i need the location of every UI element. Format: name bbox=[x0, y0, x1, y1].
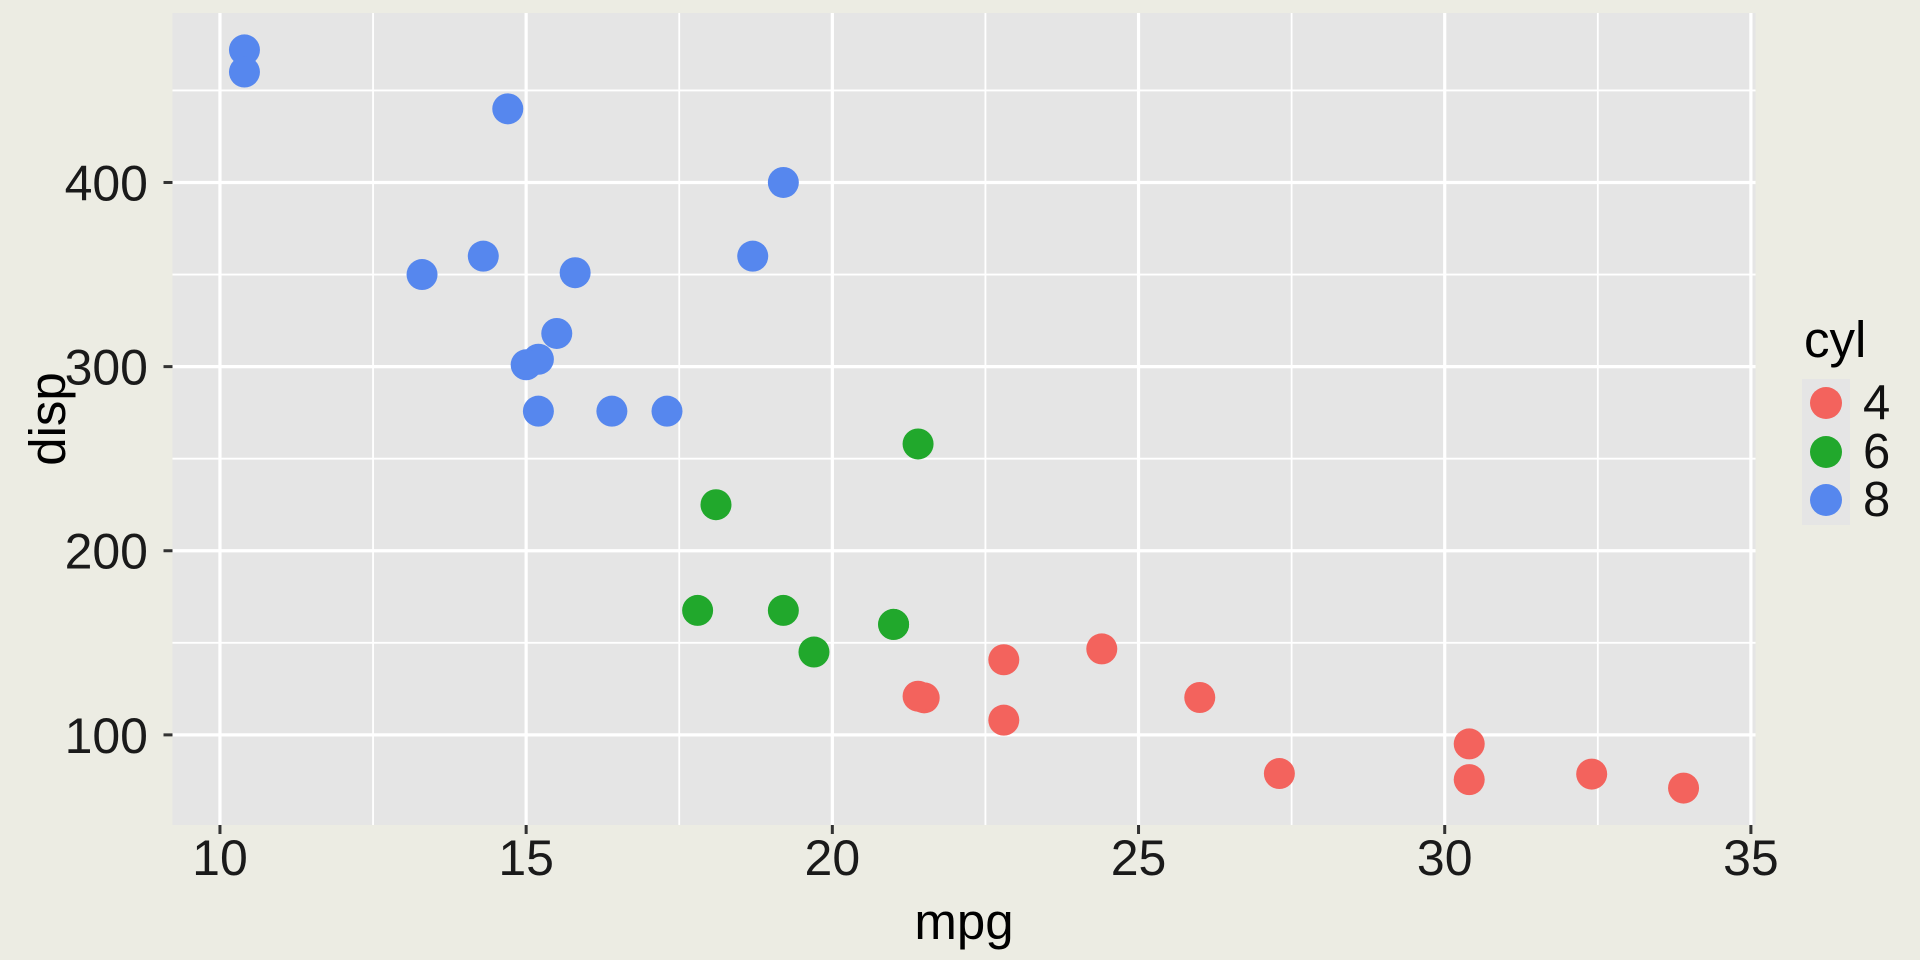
legend-label: 4 bbox=[1863, 376, 1891, 431]
data-point-cyl-8 bbox=[406, 259, 438, 291]
x-tick-label: 10 bbox=[192, 830, 248, 886]
x-axis-title: mpg bbox=[914, 893, 1014, 950]
legend-dot-icon bbox=[1810, 387, 1842, 420]
data-point-cyl-4 bbox=[988, 644, 1020, 676]
data-point-cyl-8 bbox=[737, 240, 769, 272]
data-point-cyl-6 bbox=[767, 594, 799, 626]
y-tick-label: 100 bbox=[65, 708, 148, 764]
data-point-cyl-8 bbox=[228, 34, 260, 66]
data-point-cyl-4 bbox=[1184, 681, 1216, 713]
legend-key-swatch bbox=[1802, 379, 1850, 428]
x-tick-label: 20 bbox=[805, 830, 861, 886]
legend-entry-8: 8 bbox=[1802, 476, 1890, 525]
x-tick-label: 30 bbox=[1417, 830, 1473, 886]
legend-key-swatch bbox=[1802, 476, 1850, 525]
legend-title: cyl bbox=[1804, 311, 1867, 368]
data-point-cyl-4 bbox=[902, 680, 934, 712]
legend-key-swatch bbox=[1802, 427, 1850, 476]
x-tick-label: 25 bbox=[1111, 830, 1167, 886]
legend-entry-4: 4 bbox=[1802, 379, 1890, 428]
y-axis-title: disp bbox=[19, 372, 76, 466]
x-tick-label: 15 bbox=[498, 830, 554, 886]
x-tick-label: 35 bbox=[1723, 830, 1779, 886]
legend-label: 8 bbox=[1863, 473, 1891, 528]
data-point-cyl-4 bbox=[1453, 764, 1485, 796]
data-point-cyl-8 bbox=[651, 395, 683, 427]
data-point-cyl-6 bbox=[700, 489, 732, 521]
data-point-cyl-8 bbox=[541, 317, 573, 349]
legend-dot-icon bbox=[1810, 484, 1842, 517]
data-point-cyl-8 bbox=[467, 240, 499, 272]
data-point-cyl-4 bbox=[1453, 728, 1485, 760]
data-point-cyl-8 bbox=[596, 395, 628, 427]
legend-label: 6 bbox=[1863, 424, 1891, 479]
data-point-cyl-6 bbox=[902, 428, 934, 460]
data-point-cyl-8 bbox=[510, 349, 542, 381]
data-point-cyl-8 bbox=[767, 166, 799, 198]
data-point-cyl-8 bbox=[522, 395, 554, 427]
data-point-cyl-4 bbox=[1086, 633, 1118, 665]
y-tick-label: 400 bbox=[65, 155, 148, 211]
data-point-cyl-4 bbox=[988, 704, 1020, 736]
data-point-cyl-4 bbox=[1668, 772, 1700, 804]
data-point-cyl-8 bbox=[228, 56, 260, 88]
panel-background bbox=[172, 13, 1756, 825]
y-tick-label: 200 bbox=[65, 524, 148, 580]
legend-entry-6: 6 bbox=[1802, 424, 1891, 479]
data-point-cyl-6 bbox=[682, 594, 714, 626]
data-point-cyl-8 bbox=[492, 93, 524, 125]
data-point-cyl-6 bbox=[798, 636, 830, 668]
y-tick-label: 300 bbox=[65, 340, 148, 396]
legend-dot-icon bbox=[1810, 435, 1842, 468]
data-point-cyl-6 bbox=[878, 608, 910, 640]
data-point-cyl-4 bbox=[1576, 758, 1608, 790]
data-point-cyl-4 bbox=[1263, 758, 1295, 790]
data-point-cyl-8 bbox=[559, 257, 591, 289]
